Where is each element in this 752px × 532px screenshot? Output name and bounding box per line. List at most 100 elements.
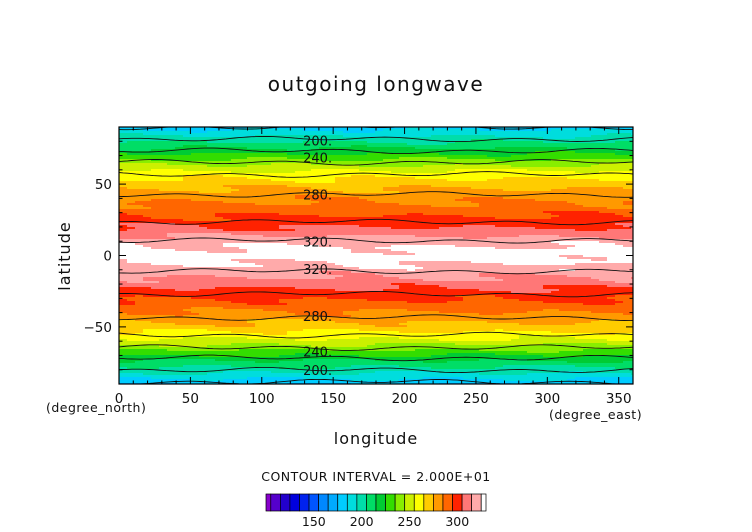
heat-cell-r42-c5 [159,211,168,214]
heat-cell-r75-c28 [343,277,352,280]
heat-cell-r4-c35 [399,135,408,138]
heat-cell-r9-c26 [327,145,336,148]
heat-cell-r61-c49 [511,249,520,252]
heat-cell-r44-c24 [311,215,320,218]
heat-cell-r28-c8 [183,183,192,186]
heat-cell-r3-c45 [479,133,488,136]
heat-cell-r20-c12 [215,167,224,170]
heat-cell-r35-c7 [175,197,184,200]
heat-cell-r59-c6 [167,245,176,248]
heat-cell-r27-c9 [191,181,200,184]
heat-cell-r36-c56 [567,199,576,202]
heat-cell-r43-c38 [423,213,432,216]
heat-cell-r52-c27 [335,231,344,234]
heat-cell-r57-c38 [423,241,432,244]
heat-cell-r1-c19 [271,129,280,132]
heat-cell-r53-c45 [479,233,488,236]
heat-cell-r24-c30 [359,175,368,178]
heat-cell-r27-c11 [207,181,216,184]
heat-cell-r62-c33 [383,251,392,254]
heat-cell-r7-c53 [543,141,552,144]
heat-cell-r5-c34 [391,137,400,140]
heat-cell-r23-c30 [359,173,368,176]
heat-cell-r26-c26 [327,179,336,182]
heat-cell-r23-c22 [295,173,304,176]
heat-cell-r68-c16 [247,263,256,266]
heat-cell-r67-c11 [207,261,216,264]
heat-cell-r56-c58 [583,239,592,242]
heat-cell-r45-c59 [591,217,600,220]
heat-cell-r22-c10 [199,171,208,174]
heat-cell-r6-c15 [239,139,248,142]
heat-cell-r16-c11 [207,159,216,162]
heat-cell-r62-c9 [191,251,200,254]
heat-cell-r67-c36 [407,261,416,264]
heat-cell-r36-c2 [135,199,144,202]
heat-cell-r29-c19 [271,185,280,188]
heat-cell-r16-c64 [631,159,633,162]
heat-cell-r39-c16 [247,205,256,208]
heat-cell-r29-c0 [119,185,128,188]
heat-cell-r3-c37 [415,133,424,136]
heat-cell-r65-c18 [263,257,272,260]
heat-cell-r5-c4 [151,137,160,140]
heat-cell-r37-c1 [127,201,136,204]
heat-cell-r36-c14 [231,199,240,202]
heat-cell-r48-c15 [239,223,248,226]
heat-cell-r15-c64 [631,157,633,160]
heat-cell-r15-c59 [591,157,600,160]
heat-cell-r28-c26 [327,183,336,186]
heat-cell-r27-c25 [319,181,328,184]
heat-cell-r36-c21 [287,199,296,202]
heat-cell-r51-c10 [199,229,208,232]
heat-cell-r15-c9 [191,157,200,160]
heat-cell-r16-c47 [495,159,504,162]
heat-cell-r51-c61 [607,229,616,232]
heat-cell-r76-c48 [503,279,512,282]
heat-cell-r25-c31 [367,177,376,180]
heat-cell-r40-c39 [431,207,440,210]
heat-cell-r20-c47 [495,167,504,170]
heat-cell-r40-c24 [311,207,320,210]
heat-cell-r10-c26 [327,147,336,150]
heat-cell-r31-c57 [575,189,584,192]
heat-cell-r51-c64 [631,229,633,232]
heat-cell-r13-c25 [319,153,328,156]
heat-cell-r9-c61 [607,145,616,148]
heat-cell-r36-c64 [631,199,633,202]
heat-cell-r15-c63 [623,157,632,160]
heat-cell-r27-c33 [383,181,392,184]
heat-cell-r7-c42 [455,141,464,144]
heat-cell-r2-c27 [335,131,344,134]
heat-cell-r8-c16 [247,143,256,146]
heat-cell-r3-c24 [311,133,320,136]
heat-cell-r73-c17 [255,273,264,276]
heat-cell-r17-c45 [479,161,488,164]
heat-cell-r6-c14 [231,139,240,142]
heat-cell-r16-c32 [375,159,384,162]
heat-cell-r48-c10 [199,223,208,226]
heat-cell-r26-c2 [135,179,144,182]
heat-cell-r2-c61 [607,131,616,134]
heat-cell-r65-c39 [431,257,440,260]
heat-cell-r25-c44 [471,177,480,180]
heat-cell-r16-c59 [591,159,600,162]
heat-cell-r16-c31 [367,159,376,162]
heat-cell-r67-c9 [191,261,200,264]
heat-cell-r27-c37 [415,181,424,184]
heat-cell-r66-c23 [303,259,312,262]
heat-cell-r14-c2 [135,155,144,158]
heat-cell-r74-c9 [191,275,200,278]
heat-cell-r36-c60 [599,199,608,202]
heat-cell-r34-c50 [519,195,528,198]
heat-cell-r2-c46 [487,131,496,134]
heat-cell-r11-c49 [511,149,520,152]
heat-cell-r43-c25 [319,213,328,216]
heat-cell-r3-c46 [487,133,496,136]
heat-cell-r15-c24 [311,157,320,160]
heat-cell-r24-c64 [631,175,633,178]
heat-cell-r73-c21 [287,273,296,276]
heat-cell-r33-c36 [407,193,416,196]
heat-cell-r42-c30 [359,211,368,214]
heat-cell-r4-c56 [567,135,576,138]
